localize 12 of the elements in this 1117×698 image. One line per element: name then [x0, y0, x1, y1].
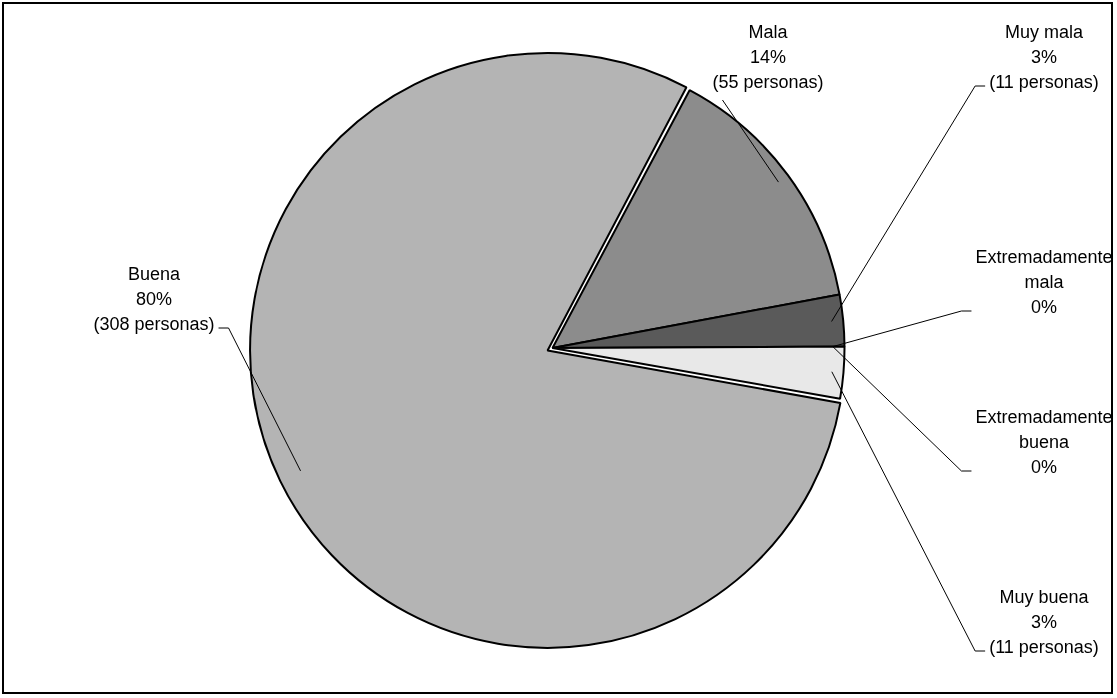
- text: 0%: [1030, 296, 1058, 317]
- slice-label: Muy mala: [1004, 21, 1084, 42]
- slice-label: Mala: [748, 21, 789, 42]
- data-label: 14% (55 personas): [712, 46, 824, 92]
- slice-label: Muy buena: [999, 586, 1090, 607]
- data-label: 3% (11 personas): [989, 611, 1099, 657]
- category-label: Extremadamente mala: [975, 246, 1113, 292]
- data-label: 3% (11 personas): [989, 46, 1099, 92]
- category-label: Extremadamente buena: [975, 406, 1113, 452]
- text: 0%: [1030, 456, 1058, 477]
- data-label: 80% (308 personas): [93, 288, 215, 334]
- slice-label: Buena: [127, 263, 182, 284]
